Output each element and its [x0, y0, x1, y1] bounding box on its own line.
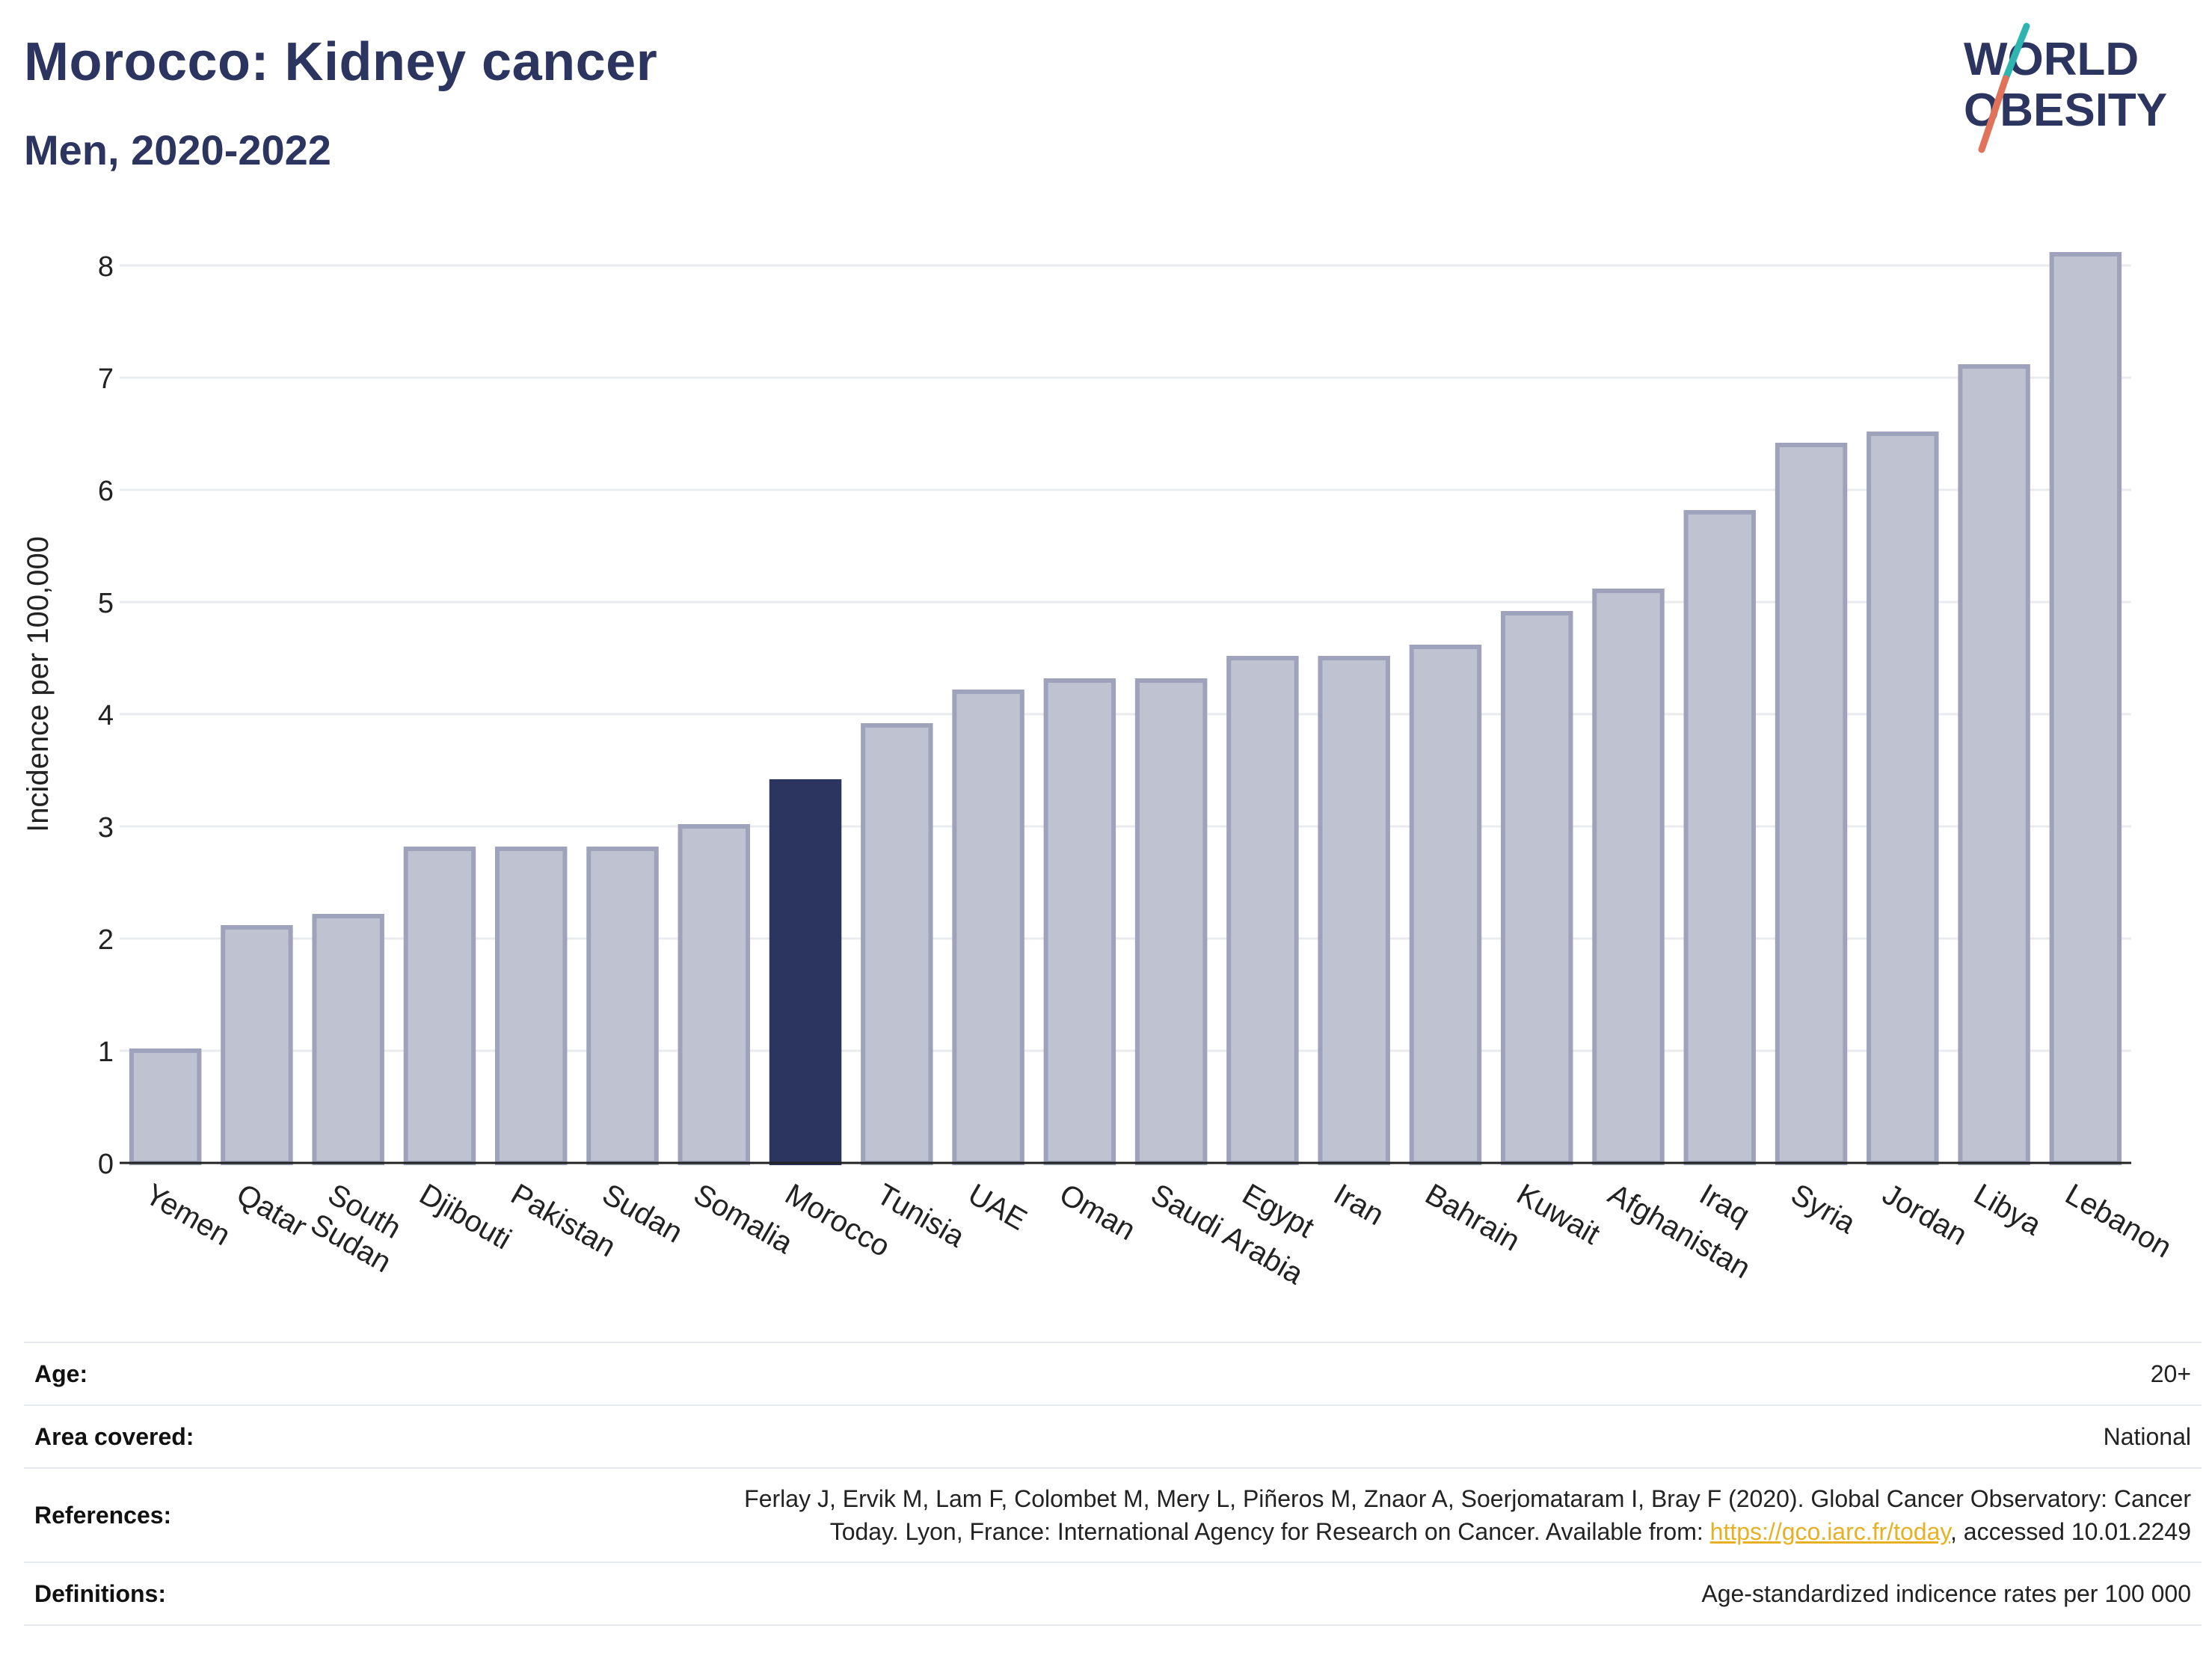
references-label: References: [24, 1467, 494, 1562]
bar-bahrain [1409, 645, 1482, 1165]
bar-tunisia [861, 723, 933, 1165]
x-tick-label-line: Kuwait [1511, 1178, 1606, 1251]
y-axis-ticks: 0 1 2 3 4 5 6 7 8 [98, 251, 114, 1180]
y-tick-label: 2 [98, 924, 114, 956]
x-tick-label: Kuwait [1511, 1178, 1606, 1251]
x-tick-label-line: UAE [962, 1178, 1032, 1237]
y-axis-title: Incidence per 100,000 [22, 536, 55, 832]
x-tick-label-line: Lebanon [2059, 1178, 2177, 1265]
bar-lebanon [2049, 252, 2122, 1165]
logo-text-world: WORLD [1964, 34, 2139, 85]
x-tick-label: Pakistan [506, 1178, 621, 1264]
bars [129, 252, 2122, 1165]
logo-slash-top [2002, 22, 2030, 82]
info-row-age: Age: 20+ [24, 1342, 2202, 1405]
x-tick-label-line: Djibouti [414, 1178, 517, 1256]
y-tick-label: 0 [98, 1149, 114, 1180]
x-tick-label: Lebanon [2059, 1178, 2177, 1265]
bar-morocco [769, 779, 842, 1165]
x-tick-label-line: Yemen [140, 1178, 236, 1253]
x-tick-label-line: Saudi Arabia [1146, 1178, 1309, 1292]
references-line1: Ferlay J, Ervik M, Lam F, Colombet M, Me… [744, 1485, 2191, 1512]
bar-afghanistan [1592, 589, 1665, 1165]
bar-pakistan [494, 847, 568, 1165]
world-obesity-logo: WORLD OBESITY [1964, 22, 2167, 153]
bar-iraq [1683, 510, 1757, 1165]
x-tick-label: Iraq [1694, 1178, 1755, 1232]
bar-iran [1318, 656, 1390, 1165]
info-row-references: References: Ferlay J, Ervik M, Lam F, Co… [24, 1467, 2202, 1562]
x-tick-label: UAE [962, 1178, 1032, 1237]
bar-oman [1043, 678, 1116, 1165]
bar-syria [1775, 443, 1848, 1165]
age-value: 20+ [494, 1342, 2202, 1405]
x-tick-label: Morocco [780, 1178, 896, 1264]
bar-jordan [1867, 432, 1939, 1165]
definitions-value: Age-standardized indicence rates per 100… [494, 1562, 2202, 1626]
x-tick-label-line: Jordan [1877, 1178, 1973, 1252]
x-tick-label-line: Libya [1968, 1178, 2047, 1242]
y-tick-label: 3 [98, 812, 114, 844]
x-tick-label: SouthSudan [305, 1178, 414, 1280]
bar-djibouti [403, 847, 476, 1165]
y-tick-label: 1 [98, 1037, 114, 1068]
definitions-label: Definitions: [24, 1562, 494, 1626]
bar-libya [1958, 364, 2030, 1165]
x-tick-label: Syria [1786, 1178, 1862, 1241]
bar-sudan [586, 847, 659, 1165]
x-tick-label: Bahrain [1419, 1178, 1525, 1258]
bar-saudi-arabia [1134, 678, 1208, 1165]
area-value: National [494, 1404, 2202, 1468]
x-tick-label: Djibouti [414, 1178, 517, 1256]
bar-kuwait [1500, 611, 1573, 1165]
x-tick-label-line: Iran [1328, 1178, 1389, 1232]
y-tick-label: 6 [98, 476, 114, 507]
bar-egypt [1226, 656, 1299, 1165]
area-label: Area covered: [24, 1404, 494, 1468]
x-tick-label: Qatar [231, 1178, 313, 1244]
page-title: Morocco: Kidney cancer [24, 32, 658, 92]
x-tick-label: Libya [1968, 1178, 2047, 1242]
bar-uae [952, 690, 1024, 1165]
logo-slash-bottom [1978, 75, 2009, 153]
x-tick-label: Oman [1054, 1178, 1140, 1247]
x-tick-label-line: Iraq [1694, 1178, 1755, 1232]
x-tick-label: Somalia [688, 1178, 799, 1261]
references-link[interactable]: https://gco.iarc.fr/today [1709, 1518, 1950, 1545]
x-tick-label-line: Qatar [231, 1178, 313, 1244]
info-row-area: Area covered: National [24, 1404, 2202, 1468]
x-tick-label-line: Somalia [688, 1178, 799, 1261]
x-tick-label-line: Oman [1054, 1178, 1140, 1247]
references-line2-post: , accessed 10.01.2249 [1950, 1518, 2191, 1545]
y-tick-label: 4 [98, 700, 114, 731]
x-tick-label-line: Bahrain [1419, 1178, 1525, 1258]
page-subtitle: Men, 2020-2022 [24, 126, 331, 174]
references-line2-pre: Today. Lyon, France: International Agenc… [829, 1518, 1710, 1545]
bar-yemen [129, 1048, 202, 1165]
x-tick-label-line: Syria [1786, 1178, 1862, 1241]
y-tick-label: 8 [98, 251, 114, 283]
age-label: Age: [24, 1342, 494, 1405]
x-tick-label-line: Pakistan [506, 1178, 621, 1264]
x-tick-label: Jordan [1877, 1178, 1973, 1252]
references-value: Ferlay J, Ervik M, Lam F, Colombet M, Me… [494, 1467, 2202, 1562]
x-tick-label-line: Morocco [780, 1178, 896, 1264]
x-tick-label: Saudi Arabia [1146, 1178, 1309, 1292]
bar-somalia [678, 824, 751, 1165]
y-tick-label: 5 [98, 588, 114, 619]
bar-south-sudan [312, 914, 384, 1165]
x-tick-label: Yemen [140, 1178, 236, 1253]
info-table: Age: 20+ Area covered: National Referenc… [24, 1342, 2202, 1626]
y-tick-label: 7 [98, 363, 114, 395]
info-row-definitions: Definitions: Age-standardized indicence … [24, 1562, 2202, 1626]
x-tick-label: Iran [1328, 1178, 1389, 1232]
bar-qatar [221, 925, 293, 1165]
